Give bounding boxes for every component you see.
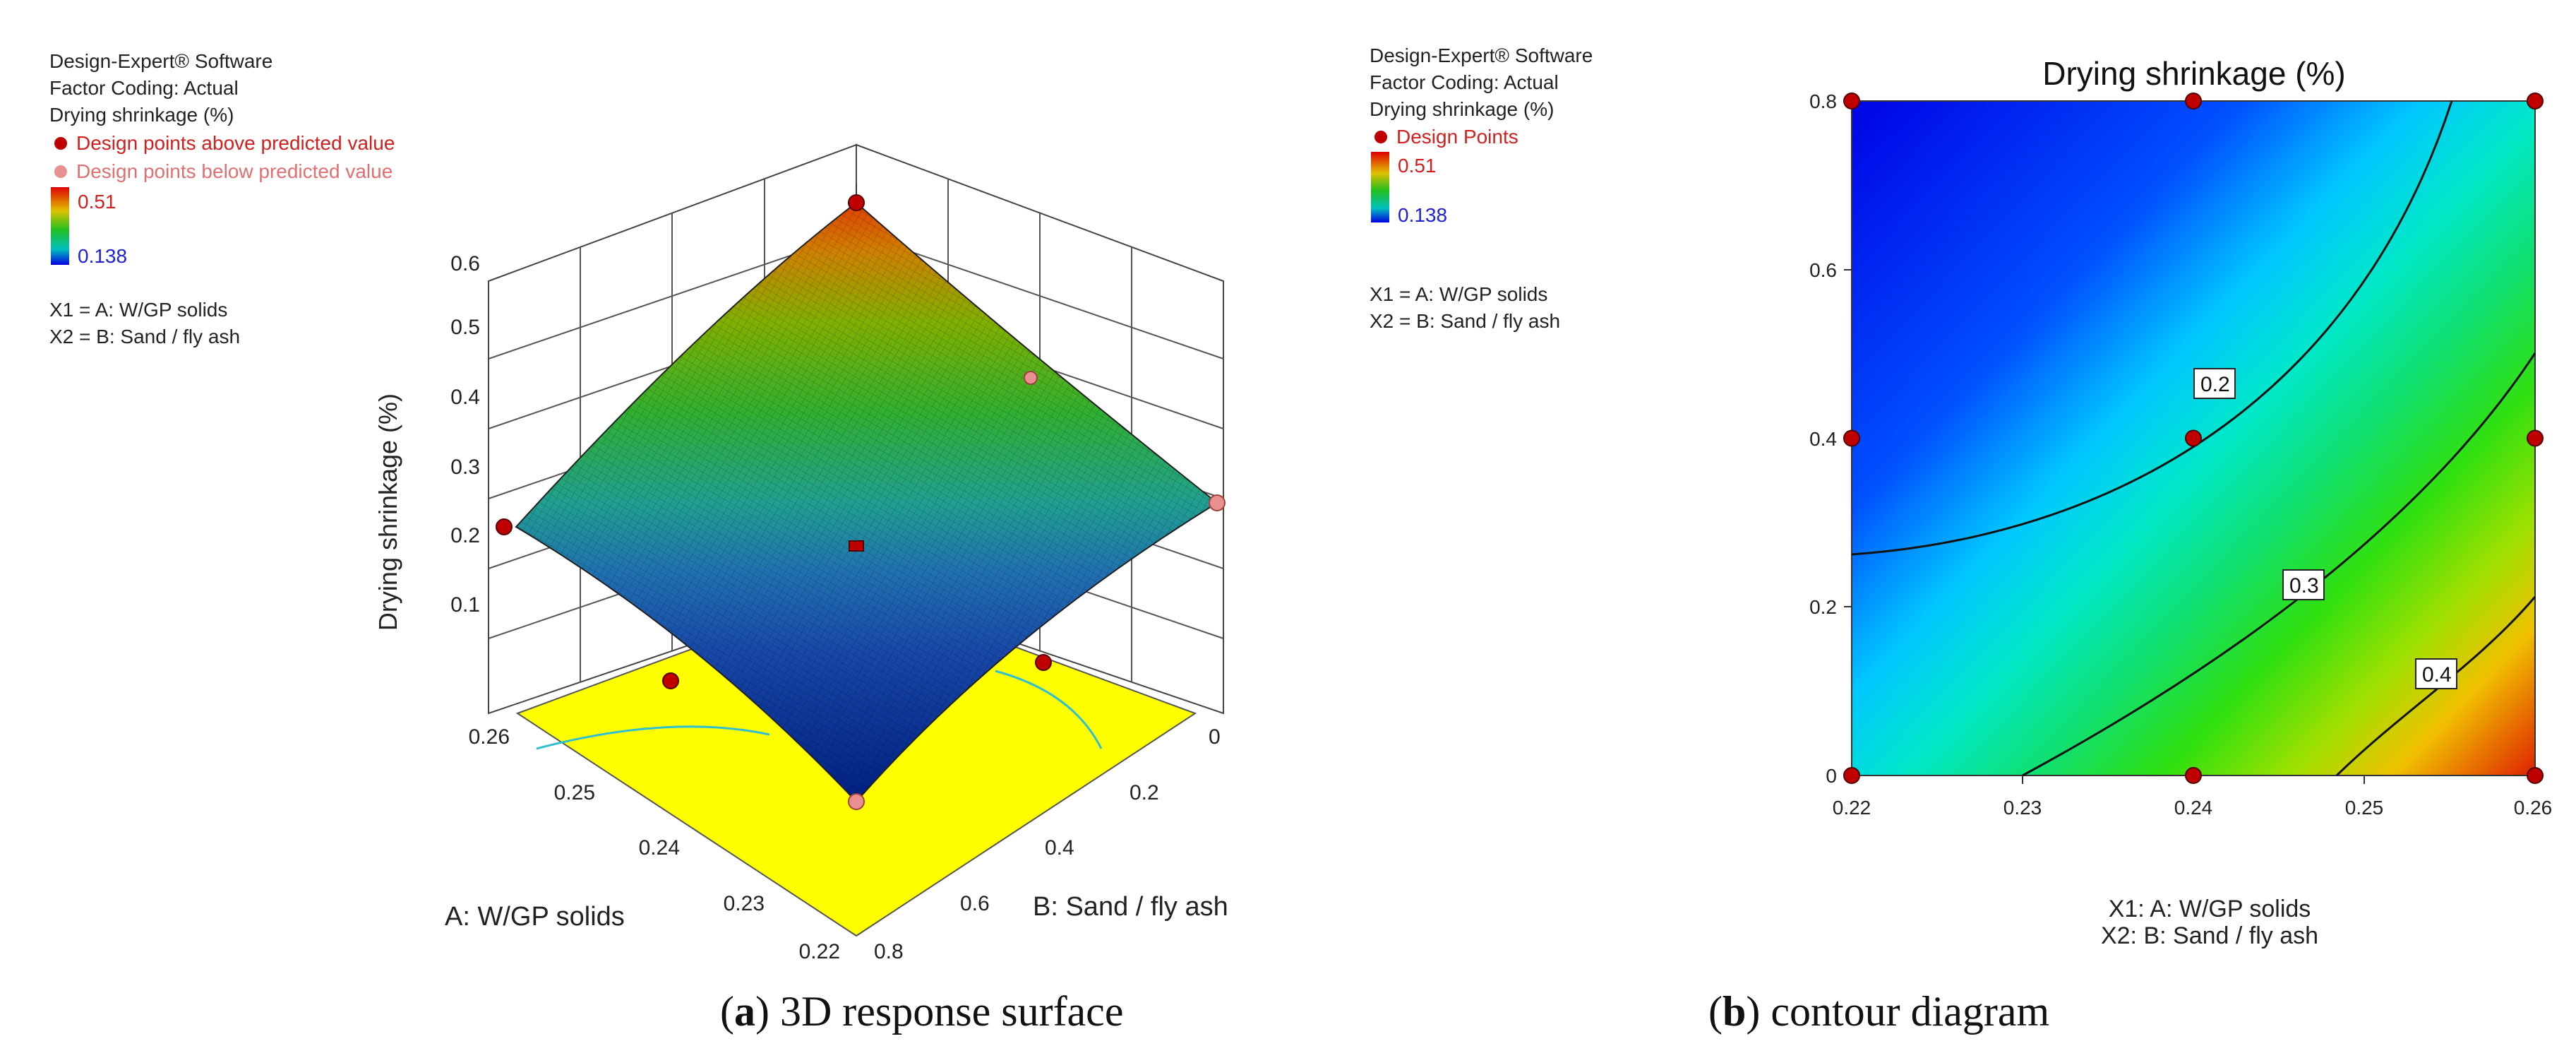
factor-coding-label: Factor Coding: Actual <box>49 77 239 99</box>
x-tick-label: 0.22 <box>1833 797 1871 819</box>
design-point-above <box>662 672 679 689</box>
caption-a: (a) 3D response surface <box>720 988 1123 1035</box>
caption-a-text: 3D response surface <box>780 988 1123 1035</box>
x1-axis-caption: X1: A: W/GP solids <box>2109 896 2311 922</box>
response-label: Drying shrinkage (%) <box>49 104 234 126</box>
legend-above-marker <box>54 137 67 150</box>
caption-a-letter: a <box>734 988 755 1035</box>
contour-line-0-2 <box>1851 100 2453 556</box>
b-tick-label: 0 <box>1209 725 1221 749</box>
y-tick-label: 0.8 <box>1809 90 1837 112</box>
contour-label-box <box>2282 569 2325 600</box>
a-tick-label: 0.23 <box>724 892 765 915</box>
contour-title: Drying shrinkage (%) <box>2042 55 2345 92</box>
design-point-above <box>848 194 865 211</box>
b-tick-label: 0.8 <box>874 940 904 963</box>
panel-b-info: Design-Expert® Software Factor Coding: A… <box>1370 44 1593 332</box>
x1-factor-label: X1 = A: W/GP solids <box>1370 283 1547 305</box>
a-axis-title: A: W/GP solids <box>445 902 625 932</box>
legend-design-points-marker <box>1374 131 1387 143</box>
b-axis-ticks: 0 0.2 0.4 0.6 0.8 <box>874 725 1221 963</box>
surface-design-points <box>496 184 1226 810</box>
contour-plot: Drying shrinkage (%) 0.2 0.3 0.4 0 0.2 0… <box>1809 55 2552 949</box>
x-tick-label: 0.25 <box>2345 797 2384 819</box>
design-point <box>2185 93 2202 109</box>
floor-contour <box>995 670 1103 749</box>
software-label: Design-Expert® Software <box>49 50 272 72</box>
contour-x-ticks: 0.22 0.23 0.24 0.25 0.26 <box>1833 797 2553 819</box>
caption-b-text: contour diagram <box>1771 988 2049 1035</box>
design-point <box>1843 429 1860 447</box>
design-point-above <box>1035 654 1052 671</box>
b-tick-label: 0.4 <box>1045 836 1074 860</box>
design-point-above <box>496 518 513 535</box>
y-tick-label: 0.4 <box>1809 428 1837 450</box>
legend-below-marker <box>54 165 67 178</box>
x2-factor-label: X2 = B: Sand / fly ash <box>49 326 240 347</box>
panel-a-info: Design-Expert® Software Factor Coding: A… <box>49 50 395 347</box>
contour-label-box <box>2415 658 2457 689</box>
a-tick-label: 0.26 <box>469 725 510 749</box>
design-point <box>1843 767 1860 784</box>
caption-b: (b) contour diagram <box>1708 988 2049 1035</box>
x2-axis-caption: X2: B: Sand / fly ash <box>2101 922 2318 949</box>
color-scale-bar <box>1371 152 1389 222</box>
z-tick-label: 0.1 <box>450 593 480 617</box>
contour-label: 0.3 <box>2289 574 2319 598</box>
design-point <box>2527 93 2544 109</box>
x-tick-label: 0.23 <box>2003 797 2042 819</box>
z-tick-label: 0.2 <box>450 524 480 547</box>
z-tick-label: 0.4 <box>450 386 480 409</box>
z-axis-ticks: 0.1 0.2 0.3 0.4 0.5 0.6 <box>450 252 480 617</box>
b-tick-label: 0.2 <box>1130 781 1159 804</box>
scale-min-label: 0.138 <box>1398 204 1447 226</box>
software-label: Design-Expert® Software <box>1370 44 1593 66</box>
design-point <box>1843 93 1860 109</box>
b-axis-title: B: Sand / fly ash <box>1033 892 1228 922</box>
x1-factor-label: X1 = A: W/GP solids <box>49 299 227 321</box>
design-point <box>2527 429 2544 447</box>
scale-max-label: 0.51 <box>1398 155 1437 177</box>
z-tick-label: 0.6 <box>450 252 480 275</box>
z-tick-label: 0.5 <box>450 316 480 339</box>
scale-min-label: 0.138 <box>78 245 127 267</box>
legend-above-label: Design points above predicted value <box>76 132 395 154</box>
contour-label: 0.2 <box>2200 373 2230 396</box>
contour-label: 0.4 <box>2422 663 2452 686</box>
z-tick-label: 0.3 <box>450 456 480 479</box>
y-tick-label: 0.6 <box>1809 259 1837 281</box>
design-point-below <box>848 793 865 810</box>
contour-design-points <box>1843 93 2544 784</box>
caption-b-letter: b <box>1723 988 1746 1035</box>
x-tick-label: 0.24 <box>2174 797 2213 819</box>
design-point-below <box>1209 494 1226 511</box>
x2-factor-label: X2 = B: Sand / fly ash <box>1370 310 1560 332</box>
color-scale-bar <box>51 187 69 265</box>
a-tick-label: 0.24 <box>639 836 680 860</box>
contour-label-box <box>2193 368 2236 399</box>
factor-coding-label: Factor Coding: Actual <box>1370 71 1559 93</box>
design-point <box>2527 767 2544 784</box>
design-point <box>2185 767 2202 784</box>
z-axis-title: Drying shrinkage (%) <box>373 393 402 631</box>
y-tick-label: 0 <box>1826 765 1837 787</box>
y-tick-label: 0.2 <box>1809 596 1837 618</box>
design-point-below <box>1024 371 1038 385</box>
x-tick-label: 0.26 <box>2514 797 2553 819</box>
response-label: Drying shrinkage (%) <box>1370 98 1554 120</box>
floor-contour <box>536 725 770 750</box>
legend-design-points-label: Design Points <box>1396 126 1518 148</box>
surface-plot: 0.1 0.2 0.3 0.4 0.5 0.6 Drying shrinkage… <box>373 143 1228 963</box>
a-tick-label: 0.22 <box>799 940 840 963</box>
legend-below-label: Design points below predicted value <box>76 160 393 182</box>
contour-y-ticks: 0 0.2 0.4 0.6 0.8 <box>1809 90 1837 787</box>
scale-max-label: 0.51 <box>78 191 116 213</box>
b-tick-label: 0.6 <box>960 892 990 915</box>
contour-labels: 0.2 0.3 0.4 <box>2193 368 2457 689</box>
a-tick-label: 0.25 <box>554 781 595 804</box>
design-point <box>2185 429 2202 447</box>
design-point-center <box>849 540 864 552</box>
a-axis-ticks: 0.26 0.25 0.24 0.23 0.22 <box>469 725 840 963</box>
